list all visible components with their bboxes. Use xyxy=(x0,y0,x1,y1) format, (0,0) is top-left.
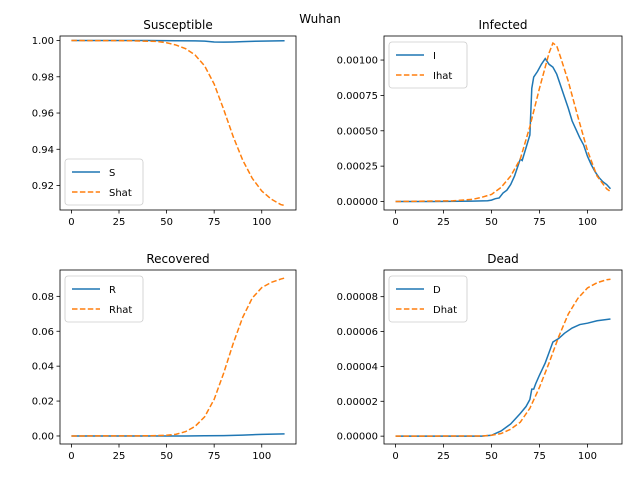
legend-label: S xyxy=(109,168,115,179)
legend: I Ihat xyxy=(388,41,468,89)
y-tick-label: 0.00004 xyxy=(337,362,378,373)
y-tick-label: 0.00025 xyxy=(337,162,378,173)
x-tick-label: 100 xyxy=(578,217,597,228)
legend-box xyxy=(64,275,144,323)
y-tick-label: 0.00100 xyxy=(337,56,378,67)
legend-box xyxy=(64,158,144,206)
x-tick-label: 0 xyxy=(392,451,398,462)
legend-label: D xyxy=(433,285,441,296)
legend-label: I xyxy=(433,51,436,62)
x-tick-label: 100 xyxy=(578,451,597,462)
series-line-d xyxy=(395,318,611,437)
y-tick-label: 0.04 xyxy=(32,362,54,373)
x-tick-label: 25 xyxy=(113,217,126,228)
x-tick-label: 0 xyxy=(68,451,74,462)
legend-box xyxy=(388,41,468,89)
series-line-r xyxy=(71,433,285,437)
axes-frame xyxy=(383,269,623,445)
x-tick-label: 0 xyxy=(392,217,398,228)
x-tick-label: 75 xyxy=(533,217,546,228)
x-tick-label: 25 xyxy=(437,217,450,228)
y-tick-label: 1.00 xyxy=(32,36,54,47)
x-tick-label: 0 xyxy=(68,217,74,228)
legend-label: R xyxy=(109,285,116,296)
x-tick-label: 75 xyxy=(208,451,221,462)
legend-label: Shat xyxy=(109,188,132,199)
legend-label: Ihat xyxy=(433,71,452,82)
legend: S Shat xyxy=(64,158,144,206)
y-tick-label: 0.98 xyxy=(32,72,54,83)
legend-label: Rhat xyxy=(109,305,132,316)
figure-suptitle: Wuhan xyxy=(299,12,341,26)
series-line-shat xyxy=(71,39,285,207)
subplot-title: Susceptible xyxy=(143,18,212,32)
subplot-dead: Dead 0 25 50 75 100 0.00000 0.00002 0.00004 0.000… xyxy=(337,252,623,462)
legend: D Dhat xyxy=(388,275,468,323)
y-tick-label: 0.96 xyxy=(32,109,54,120)
legend-label: Dhat xyxy=(433,305,457,316)
x-tick-label: 50 xyxy=(160,217,173,228)
y-tick-label: 0.00050 xyxy=(337,126,378,137)
y-tick-label: 0.00008 xyxy=(337,292,378,303)
subplot-infected: Infected 0 25 50 75 100 0.00000 0.00025 0.00050 0… xyxy=(337,18,623,228)
y-tick-label: 0.02 xyxy=(32,397,54,408)
legend: R Rhat xyxy=(64,275,144,323)
y-tick-label: 0.06 xyxy=(32,327,54,338)
axes-frame xyxy=(59,35,297,211)
y-tick-label: 0.00000 xyxy=(337,197,378,208)
y-tick-label: 0.00006 xyxy=(337,327,378,338)
axes-frame xyxy=(383,35,623,211)
x-tick-label: 25 xyxy=(437,451,450,462)
x-tick-label: 75 xyxy=(208,217,221,228)
x-tick-label: 50 xyxy=(485,451,498,462)
y-tick-label: 0.00 xyxy=(32,431,54,442)
series-line-i xyxy=(395,57,612,203)
x-tick-label: 100 xyxy=(252,217,271,228)
series-line-s xyxy=(71,39,285,43)
series-line-dhat xyxy=(395,278,611,437)
subplot-susceptible: Susceptible 0 25 50 75 100 0.92 0.94 0.96 0.98 1.0… xyxy=(32,18,297,228)
x-tick-label: 25 xyxy=(113,451,126,462)
series-line-ihat xyxy=(395,41,611,203)
legend-box xyxy=(388,275,468,323)
subplot-grid: Susceptible 0 25 50 75 100 0.92 0.94 0.96 0.98 1.0… xyxy=(32,18,623,462)
y-tick-label: 0.08 xyxy=(32,292,54,303)
y-tick-label: 0.00002 xyxy=(337,397,378,408)
subplot-title: Recovered xyxy=(146,252,209,266)
x-tick-label: 75 xyxy=(533,451,546,462)
x-tick-label: 100 xyxy=(252,451,271,462)
y-tick-label: 0.92 xyxy=(32,181,54,192)
series-line-rhat xyxy=(71,277,285,437)
subplot-recovered: Recovered 0 25 50 75 100 0.00 0.02 0.04 0.06 0.08 R… xyxy=(32,252,297,462)
y-tick-label: 0.00075 xyxy=(337,91,378,102)
x-tick-label: 50 xyxy=(485,217,498,228)
y-tick-label: 0.00000 xyxy=(337,432,378,443)
x-tick-label: 50 xyxy=(160,451,173,462)
subplot-title: Infected xyxy=(478,18,527,32)
axes-frame xyxy=(59,269,297,445)
subplot-title: Dead xyxy=(487,252,519,266)
y-tick-label: 0.94 xyxy=(32,145,54,156)
